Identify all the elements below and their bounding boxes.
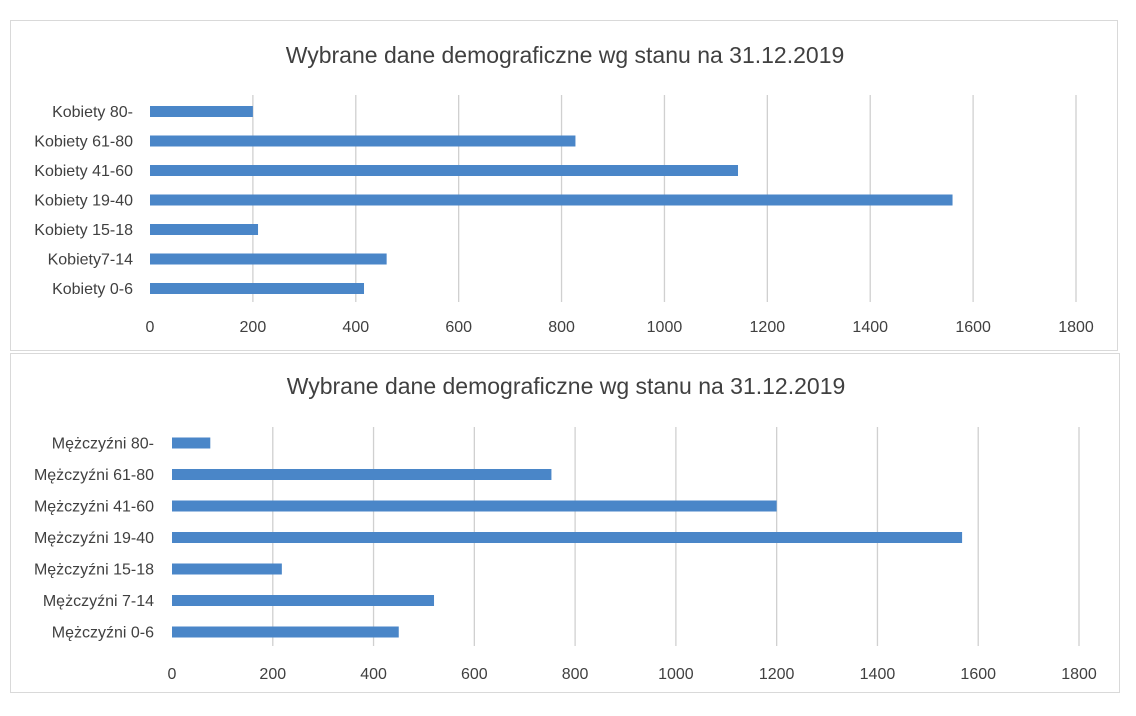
category-label: Kobiety 61-80 — [34, 134, 133, 151]
bar — [172, 563, 282, 575]
x-tick-label: 800 — [548, 319, 575, 336]
x-tick-label: 1800 — [1058, 319, 1094, 336]
x-tick-label: 1600 — [955, 319, 991, 336]
category-label: Kobiety 0-6 — [52, 281, 133, 298]
bar — [172, 437, 211, 449]
category-label: Mężczyźni 61-80 — [34, 467, 154, 484]
bar — [172, 595, 435, 606]
category-label: Mężczyźni 41-60 — [34, 499, 154, 516]
x-tick-label: 1600 — [960, 666, 996, 683]
bar — [150, 194, 953, 206]
bar — [150, 283, 365, 294]
bar — [150, 224, 259, 235]
category-label: Mężczyźni 19-40 — [34, 530, 154, 547]
x-tick-label: 600 — [445, 319, 472, 336]
x-tick-label: 400 — [360, 666, 387, 683]
x-tick-label: 800 — [562, 666, 589, 683]
x-tick-label: 1200 — [759, 666, 795, 683]
x-tick-label: 600 — [461, 666, 488, 683]
x-tick-label: 200 — [259, 666, 286, 683]
x-tick-label: 0 — [146, 319, 155, 336]
category-label: Kobiety 19-40 — [34, 193, 133, 210]
x-tick-label: 200 — [240, 319, 267, 336]
chart-title: Wybrane dane demograficzne wg stanu na 3… — [286, 42, 845, 68]
x-tick-label: 0 — [168, 666, 177, 683]
category-label: Kobiety 15-18 — [34, 222, 133, 239]
x-tick-label: 1200 — [750, 319, 786, 336]
chart-men: Wybrane dane demograficzne wg stanu na 3… — [34, 373, 1097, 683]
bar — [172, 532, 963, 543]
bar — [150, 165, 739, 176]
bar — [150, 106, 253, 117]
x-tick-label: 1000 — [658, 666, 694, 683]
x-tick-label: 1400 — [852, 319, 888, 336]
category-label: Kobiety 80- — [52, 104, 133, 121]
x-tick-label: 1000 — [647, 319, 683, 336]
bar — [150, 135, 576, 147]
chart-women: Wybrane dane demograficzne wg stanu na 3… — [34, 42, 1094, 336]
category-label: Mężczyźni 80- — [52, 436, 154, 453]
category-label: Kobiety7-14 — [48, 252, 133, 269]
category-label: Mężczyźni 0-6 — [52, 625, 154, 642]
chart-title: Wybrane dane demograficzne wg stanu na 3… — [287, 373, 846, 399]
bar — [172, 626, 399, 638]
bar — [150, 253, 387, 265]
bar — [172, 469, 552, 480]
x-tick-label: 400 — [342, 319, 369, 336]
category-label: Kobiety 41-60 — [34, 163, 133, 180]
chart-panel-men: Wybrane dane demograficzne wg stanu na 3… — [10, 353, 1120, 693]
x-tick-label: 1800 — [1061, 666, 1097, 683]
bar — [172, 500, 777, 512]
category-label: Mężczyźni 15-18 — [34, 562, 154, 579]
x-tick-label: 1400 — [860, 666, 896, 683]
chart-panel-women: Wybrane dane demograficzne wg stanu na 3… — [10, 20, 1118, 351]
category-label: Mężczyźni 7-14 — [43, 593, 154, 610]
